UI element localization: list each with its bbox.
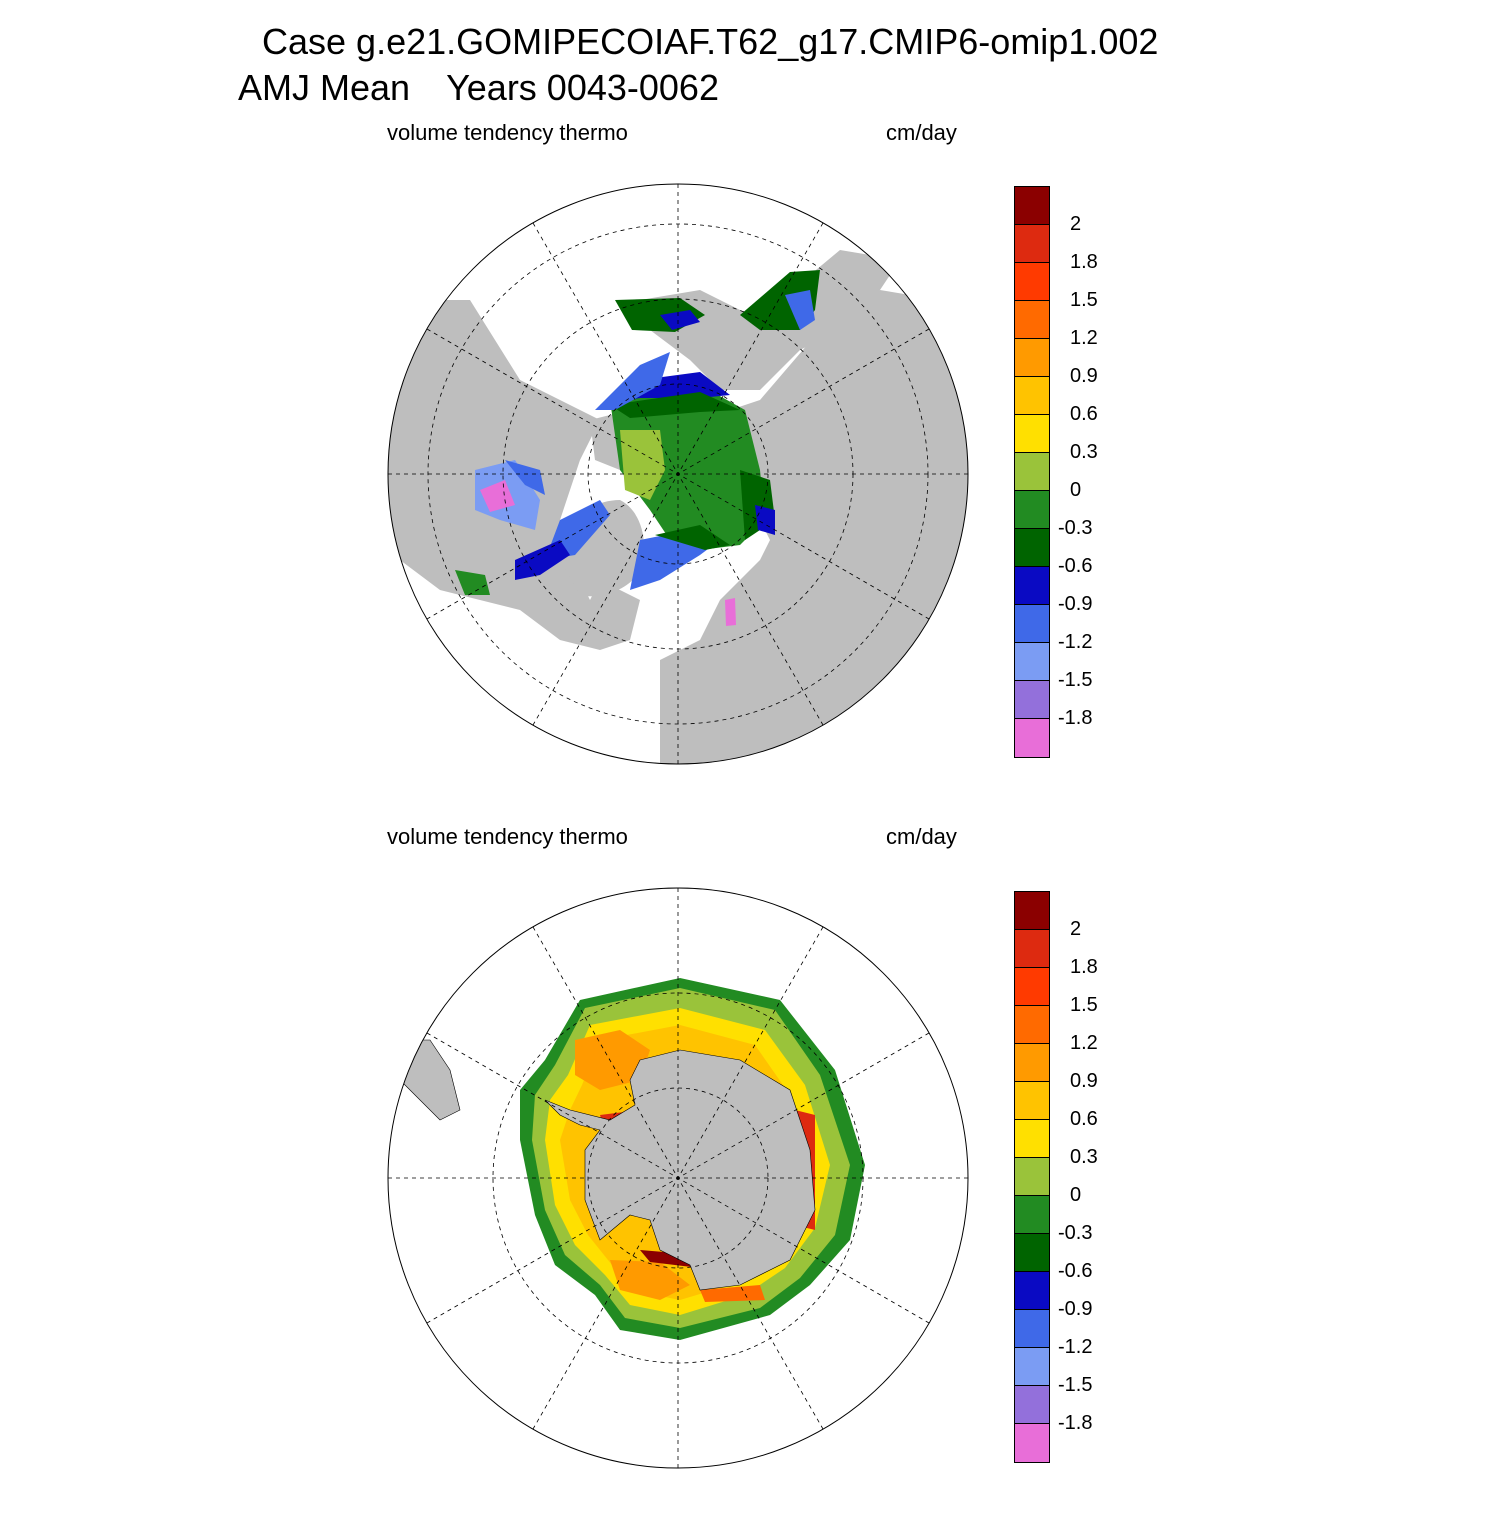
years-label: Years 0043-0062 xyxy=(446,67,719,108)
colorbar-swatch xyxy=(1015,1386,1049,1424)
north-units-title: cm/day xyxy=(886,120,957,145)
colorbar-swatch xyxy=(1015,605,1049,643)
colorbar-tick-label: -0.3 xyxy=(1058,517,1093,539)
colorbar-tick-label: 1.2 xyxy=(1070,327,1098,349)
colorbar-swatch xyxy=(1015,681,1049,719)
ross-orange xyxy=(610,1260,690,1300)
baltic-ice xyxy=(725,598,736,626)
colorbar-swatch xyxy=(1015,301,1049,339)
colorbar-tick-label: 0.3 xyxy=(1070,1146,1098,1168)
colorbar-swatch xyxy=(1015,1158,1049,1196)
colorbar-tick-label: 0.6 xyxy=(1070,1108,1098,1130)
colorbar-swatch xyxy=(1015,968,1049,1006)
north-map-border xyxy=(387,183,969,765)
colorbar-swatch xyxy=(1015,225,1049,263)
colorbar-swatch xyxy=(1015,930,1049,968)
beaufort-ice xyxy=(595,352,670,410)
colorbar-tick-label: 1.2 xyxy=(1070,1032,1098,1054)
colorbar-swatch xyxy=(1015,719,1049,757)
colorbar-tick-label: -1.8 xyxy=(1058,1412,1093,1434)
colorbar-swatch xyxy=(1015,892,1049,930)
south-graticule xyxy=(388,888,968,1468)
colorbar-swatch xyxy=(1015,491,1049,529)
south-polar-map xyxy=(387,887,969,1469)
colorbar-tick-label: 0 xyxy=(1070,479,1082,501)
south-variable-title: volume tendency thermo xyxy=(387,824,628,849)
colorbar-swatch xyxy=(1015,567,1049,605)
colorbar-tick-label: 0 xyxy=(1070,1184,1082,1206)
laptev-ice xyxy=(620,430,665,500)
colorbar-swatch xyxy=(1015,1006,1049,1044)
colorbar-tick-label: -1.2 xyxy=(1058,1336,1093,1358)
colorbar-tick-label: 2 xyxy=(1070,918,1082,940)
colorbar-swatch xyxy=(1015,1044,1049,1082)
south-units-title: cm/day xyxy=(886,824,957,849)
north-colorbar xyxy=(1014,186,1050,758)
bering-edge-ice xyxy=(660,310,700,330)
colorbar-tick-label: -0.3 xyxy=(1058,1222,1093,1244)
colorbar-tick-label: 1.8 xyxy=(1070,956,1098,978)
south-map-border xyxy=(387,887,969,1469)
colorbar-tick-label: -0.6 xyxy=(1058,1260,1093,1282)
colorbar-swatch xyxy=(1015,1120,1049,1158)
east-antarctic-coast xyxy=(700,1285,765,1302)
antarctica-land xyxy=(544,1049,816,1291)
colorbar-tick-label: 0.9 xyxy=(1070,365,1098,387)
colorbar-swatch xyxy=(1015,453,1049,491)
colorbar-tick-label: 0.9 xyxy=(1070,1070,1098,1092)
season-label: AMJ Mean xyxy=(238,67,411,108)
colorbar-swatch xyxy=(1015,377,1049,415)
colorbar-tick-label: 0.3 xyxy=(1070,441,1098,463)
colorbar-swatch xyxy=(1015,339,1049,377)
colorbar-swatch xyxy=(1015,187,1049,225)
chukchi-inner-ice xyxy=(610,392,740,418)
colorbar-swatch xyxy=(1015,1348,1049,1386)
colorbar-tick-label: -1.5 xyxy=(1058,1374,1093,1396)
colorbar-swatch xyxy=(1015,1082,1049,1120)
hudson-bay-edge-ice xyxy=(505,460,545,495)
kara-edge-ice xyxy=(755,505,775,535)
colorbar-tick-label: 1.5 xyxy=(1070,289,1098,311)
colorbar-tick-label: -1.8 xyxy=(1058,707,1093,729)
north-graticule xyxy=(388,184,968,764)
colorbar-tick-label: 2 xyxy=(1070,213,1082,235)
colorbar-swatch xyxy=(1015,1234,1049,1272)
colorbar-swatch xyxy=(1015,1424,1049,1462)
newfoundland-ice xyxy=(455,570,490,595)
case-title: Case g.e21.GOMIPECOIAF.T62_g17.CMIP6-omi… xyxy=(262,21,1159,62)
colorbar-swatch xyxy=(1015,643,1049,681)
colorbar-tick-label: -0.9 xyxy=(1058,593,1093,615)
period-title: AMJ Mean Years 0043-0062 xyxy=(238,70,719,106)
okhotsk-edge-ice xyxy=(785,290,815,330)
colorbar-swatch xyxy=(1015,263,1049,301)
weddell-orange xyxy=(575,1030,650,1090)
colorbar-swatch xyxy=(1015,415,1049,453)
colorbar-tick-label: 1.8 xyxy=(1070,251,1098,273)
south-colorbar xyxy=(1014,891,1050,1463)
colorbar-tick-label: 0.6 xyxy=(1070,403,1098,425)
colorbar-tick-label: 1.5 xyxy=(1070,994,1098,1016)
colorbar-swatch xyxy=(1015,1272,1049,1310)
colorbar-tick-label: -0.9 xyxy=(1058,1298,1093,1320)
colorbar-swatch xyxy=(1015,1310,1049,1348)
hudson-bay-core-ice xyxy=(480,480,515,512)
colorbar-tick-label: -1.5 xyxy=(1058,669,1093,691)
labrador-ice xyxy=(515,540,570,580)
colorbar-tick-label: -0.6 xyxy=(1058,555,1093,577)
colorbar-tick-label: -1.2 xyxy=(1058,631,1093,653)
north-variable-title: volume tendency thermo xyxy=(387,120,628,145)
colorbar-swatch xyxy=(1015,529,1049,567)
central-arctic-ice xyxy=(610,385,765,550)
north-polar-map xyxy=(387,183,969,765)
colorbar-swatch xyxy=(1015,1196,1049,1234)
fram-strait-ice xyxy=(655,525,730,550)
